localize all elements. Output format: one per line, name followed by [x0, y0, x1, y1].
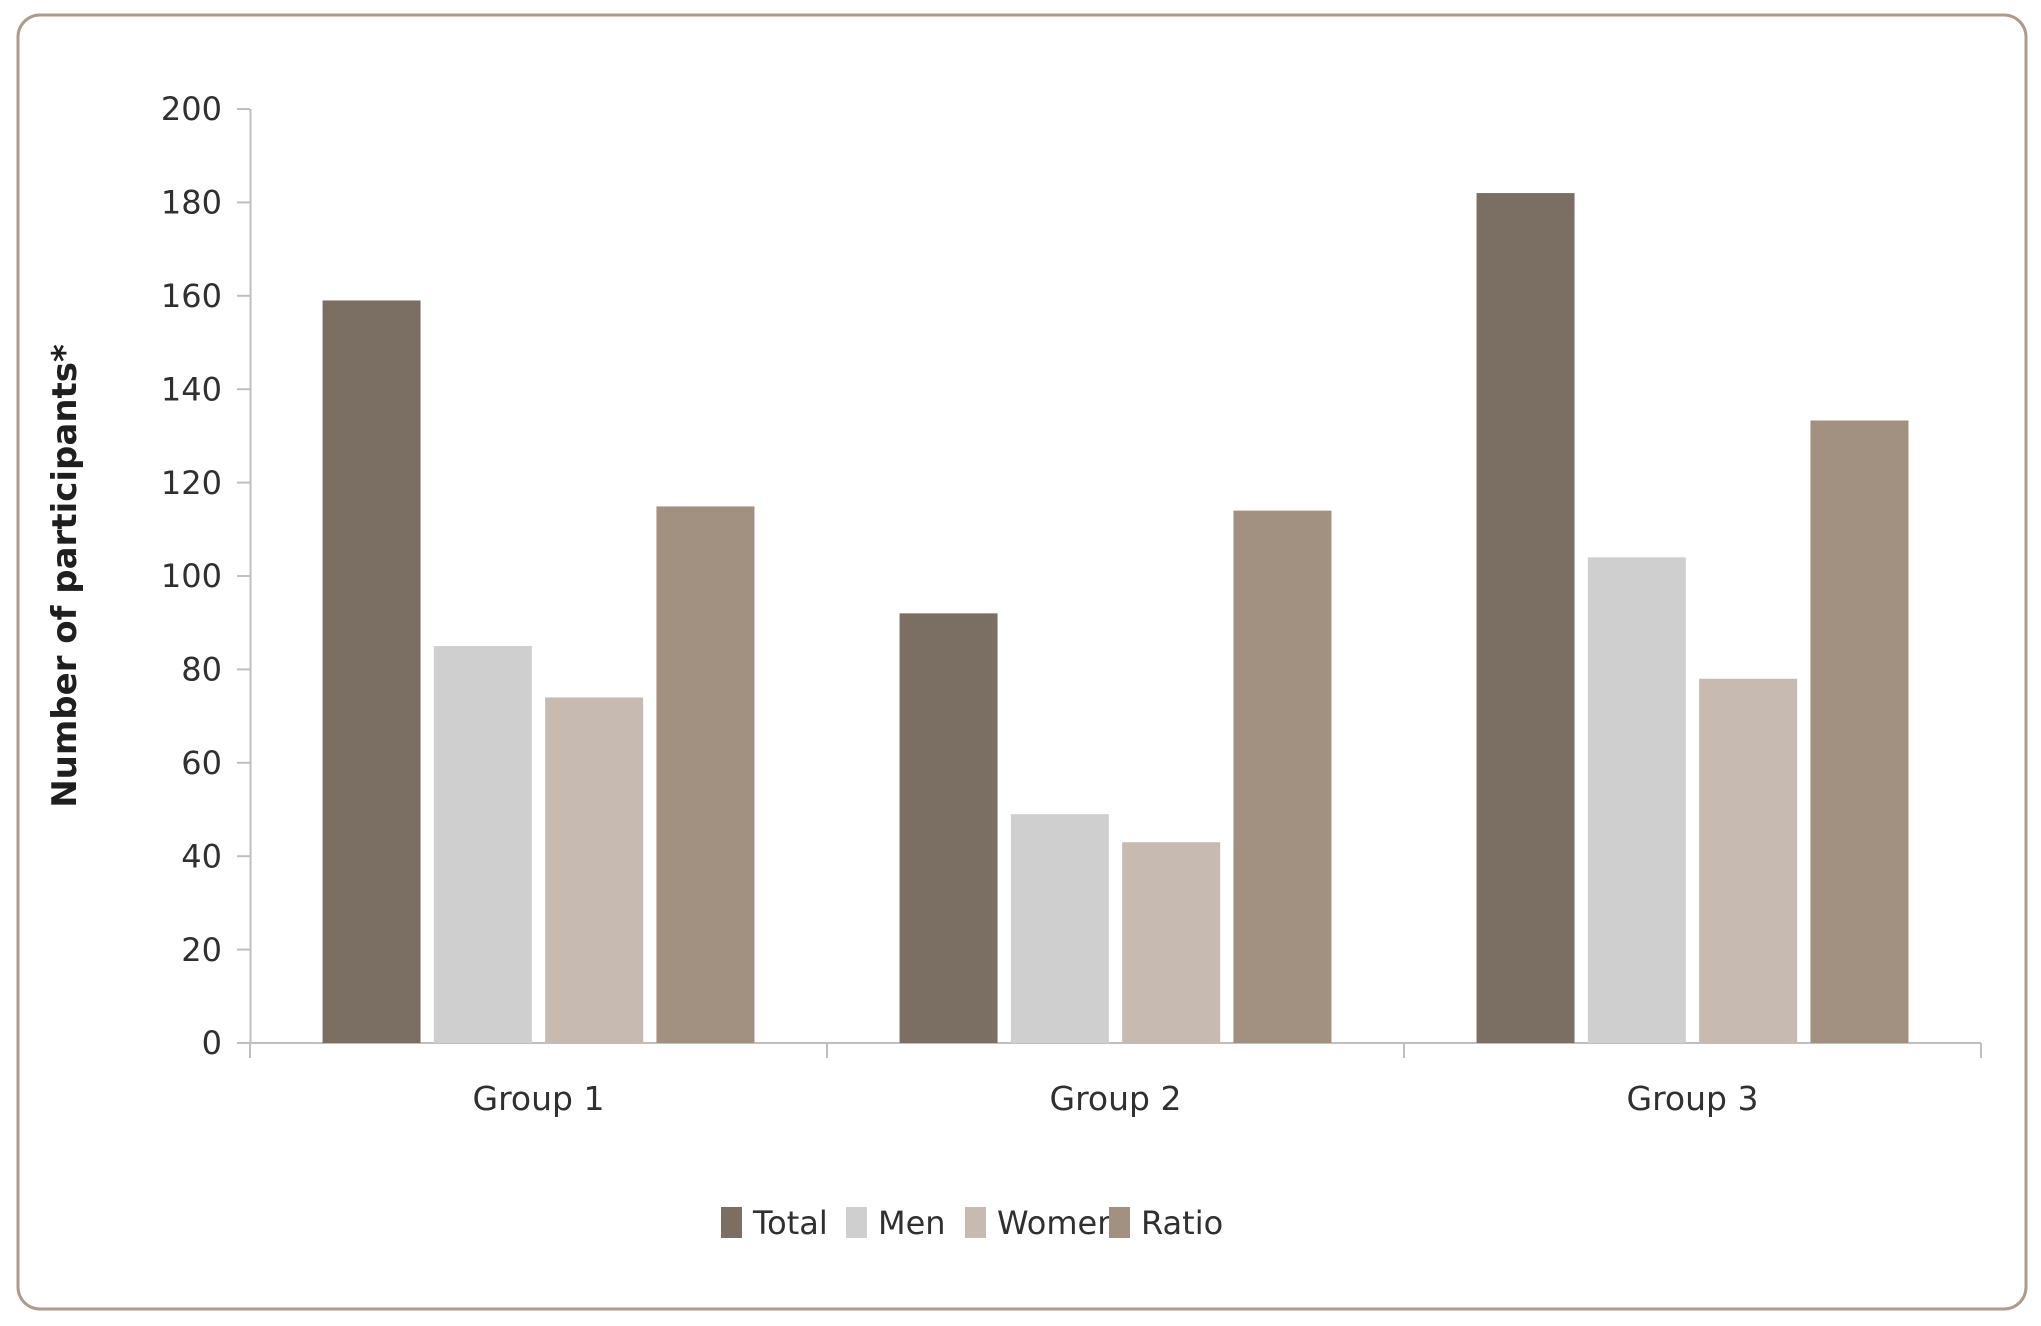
y-tick-label: 20	[181, 931, 222, 969]
bar-women-group-1	[545, 697, 644, 1043]
y-tick-label: 80	[181, 651, 222, 689]
legend-label-women: Women	[997, 1204, 1117, 1242]
legend-label-ratio: Ratio	[1141, 1204, 1223, 1242]
y-tick-label: 60	[181, 744, 222, 782]
legend-label-men: Men	[878, 1204, 946, 1242]
card-border	[16, 13, 2028, 1311]
y-tick-label: 100	[161, 557, 222, 595]
x-category-label: Group 1	[473, 1079, 605, 1118]
y-tick-label: 0	[202, 1024, 222, 1062]
bar-total-group-3	[1476, 193, 1575, 1043]
legend-swatch-total	[721, 1207, 742, 1238]
x-category-label: Group 2	[1050, 1079, 1182, 1118]
bar-total-group-1	[322, 300, 421, 1044]
bar-men-group-1	[433, 646, 532, 1043]
legend-swatch-women	[965, 1207, 986, 1238]
legend-swatch-ratio	[1109, 1207, 1130, 1238]
bar-ratio-group-2	[1233, 510, 1332, 1043]
y-tick-label: 120	[161, 464, 222, 502]
bar-ratio-group-1	[656, 506, 755, 1043]
y-axis-title: Number of participants*	[45, 344, 85, 808]
legend-label-total: Total	[752, 1204, 828, 1242]
y-tick-label: 200	[161, 90, 222, 128]
bar-total-group-2	[899, 613, 998, 1043]
y-tick-label: 160	[161, 277, 222, 315]
bar-men-group-2	[1010, 814, 1109, 1043]
y-tick-label: 40	[181, 837, 222, 875]
bar-men-group-3	[1587, 557, 1686, 1043]
y-tick-label: 180	[161, 184, 222, 222]
bar-women-group-2	[1122, 842, 1221, 1043]
y-tick-label: 140	[161, 370, 222, 408]
x-category-label: Group 3	[1627, 1079, 1759, 1118]
bar-ratio-group-3	[1810, 420, 1909, 1043]
bar-women-group-3	[1699, 678, 1798, 1043]
legend-swatch-men	[846, 1207, 867, 1238]
